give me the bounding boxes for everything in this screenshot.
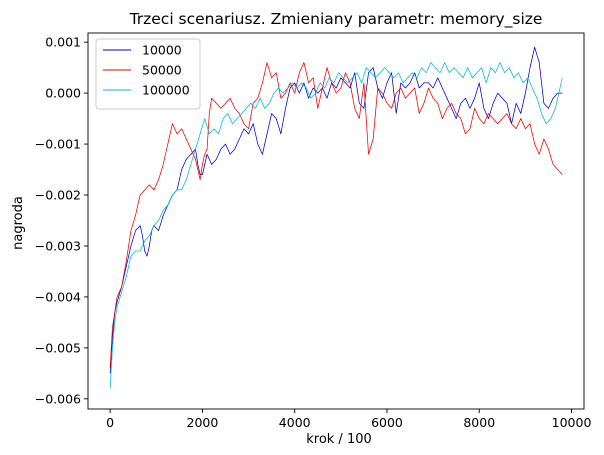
x-tick-label: 6000: [371, 415, 403, 430]
y-axis: −0.006 −0.005 −0.004 −0.003 −0.002 −0.001 0.00…: [35, 35, 88, 406]
plot-frame: [87, 32, 585, 410]
series-line-50000: [109, 62, 563, 369]
legend-label-100000: 100000: [142, 83, 190, 98]
legend: 10000 50000 100000: [95, 38, 201, 110]
x-axis: 0 2000 4000 6000 8000 10000: [106, 409, 591, 430]
legend-label-50000: 50000: [142, 63, 182, 78]
y-tick-label: −0.006: [35, 391, 81, 406]
x-tick-label: 4000: [279, 415, 311, 430]
x-axis-label: krok / 100: [306, 432, 372, 447]
x-tick-label: 10000: [552, 415, 592, 430]
y-tick-label: 0.001: [45, 35, 81, 50]
y-tick-label: 0.000: [45, 86, 81, 101]
legend-label-10000: 10000: [142, 43, 182, 58]
y-tick-label: −0.005: [35, 340, 81, 355]
x-tick-label: 8000: [463, 415, 495, 430]
series-layer: [109, 46, 563, 389]
y-axis-label: nagroda: [11, 196, 26, 250]
series-line-100000: [109, 62, 563, 389]
y-tick-label: −0.001: [35, 137, 81, 152]
y-tick-label: −0.002: [35, 188, 81, 203]
legend-box: [95, 38, 201, 110]
x-tick-label: 0: [106, 415, 114, 430]
y-tick-label: −0.003: [35, 238, 81, 253]
y-tick-label: −0.004: [35, 289, 81, 304]
chart-title: Trzeci scenariusz. Zmieniany parametr: m…: [129, 10, 543, 29]
x-tick-label: 2000: [187, 415, 219, 430]
